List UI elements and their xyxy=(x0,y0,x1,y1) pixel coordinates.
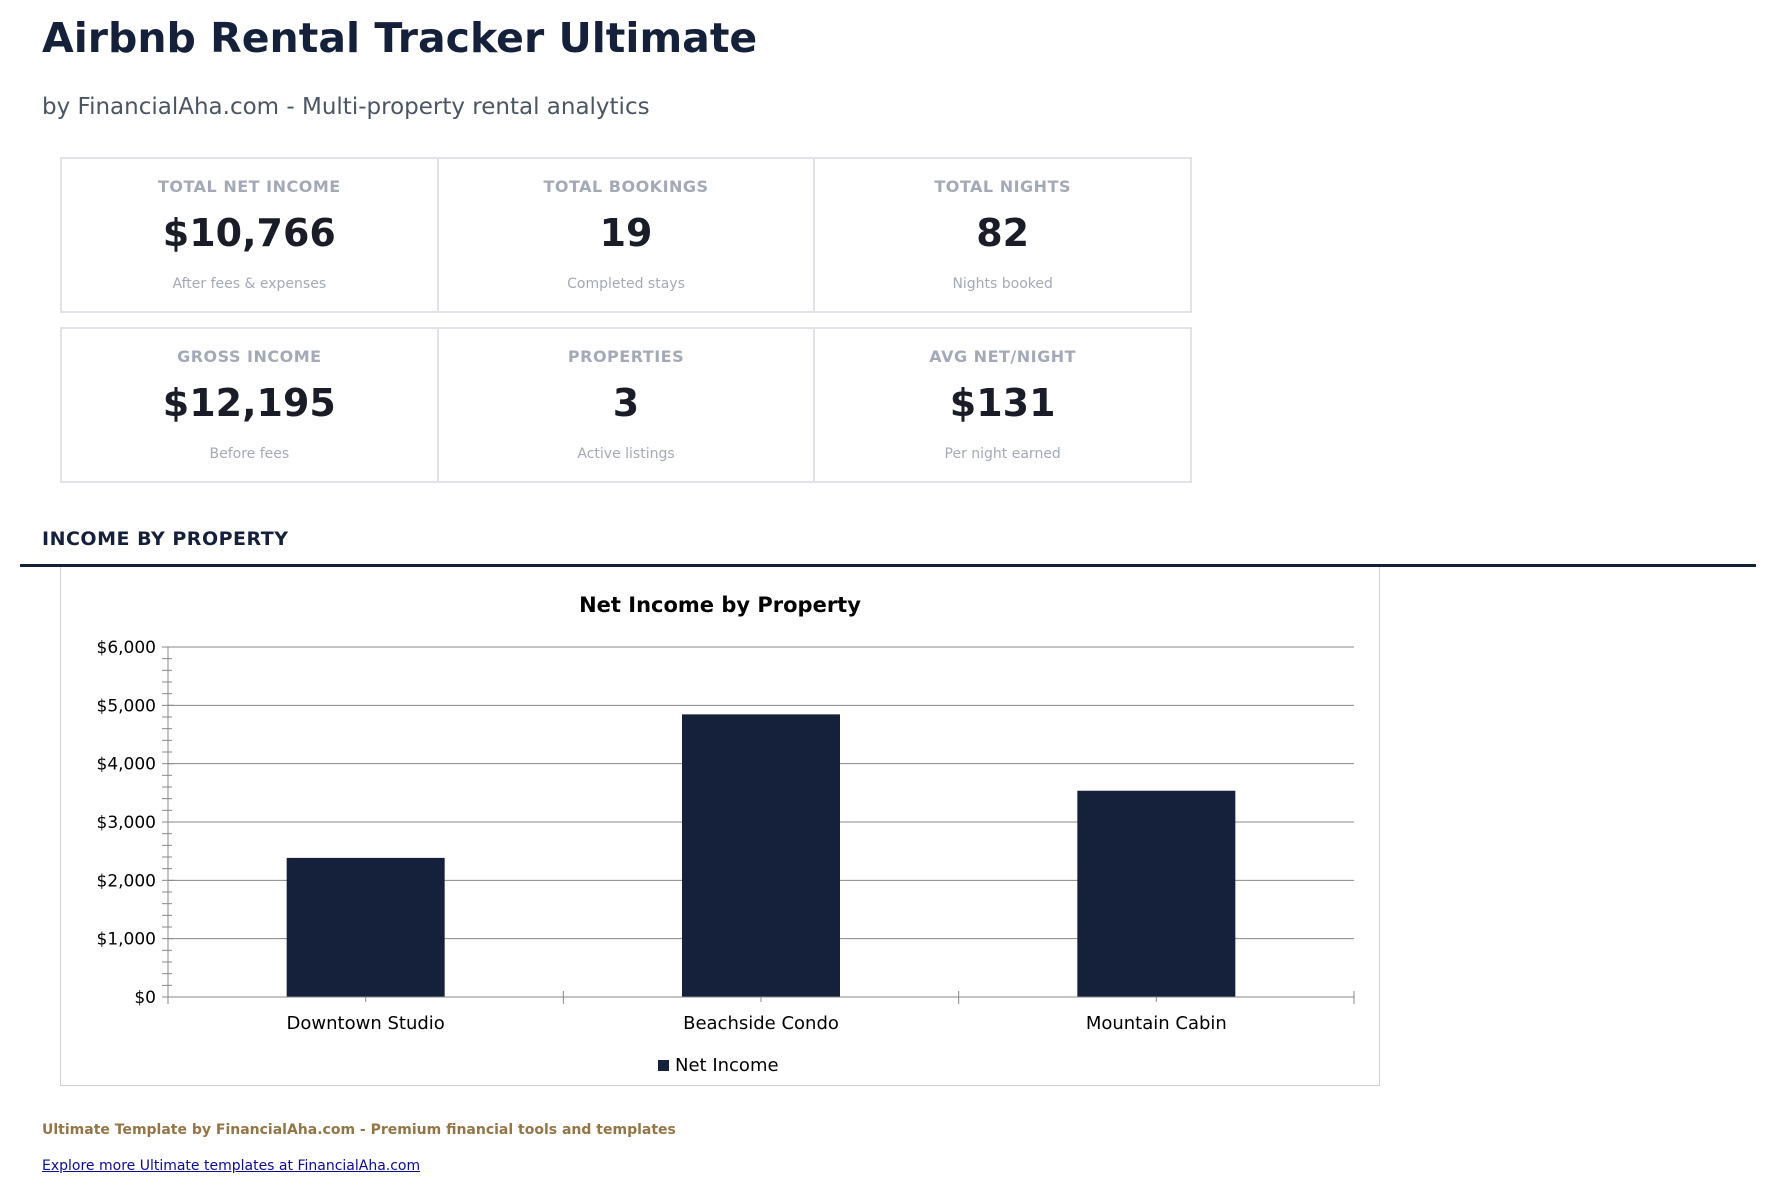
section-divider xyxy=(20,564,1756,567)
kpi-caption: Nights booked xyxy=(952,276,1053,292)
x-tick-label: Beachside Condo xyxy=(683,1013,839,1034)
bar-beachside-condo xyxy=(682,714,840,997)
chart-title: Net Income by Property xyxy=(579,593,861,617)
bar-downtown-studio xyxy=(286,857,445,997)
y-tick-label: $6,000 xyxy=(97,638,156,658)
kpi-row: TOTAL NET INCOME $10,766 After fees & expe… xyxy=(60,157,1192,313)
kpi-caption: Active listings xyxy=(577,446,675,462)
kpi-label: TOTAL BOOKINGS xyxy=(543,177,709,196)
footer-text: Ultimate Template by FinancialAha.com - … xyxy=(42,1122,676,1138)
kpi-caption: Per night earned xyxy=(944,446,1061,462)
kpi-properties: PROPERTIES 3 Active listings xyxy=(439,329,816,481)
kpi-caption: After fees & expenses xyxy=(172,276,327,292)
y-tick-label: $3,000 xyxy=(97,813,156,833)
kpi-value: 3 xyxy=(612,381,640,425)
y-tick-label: $0 xyxy=(134,988,156,1008)
kpi-total-nights: TOTAL NIGHTS 82 Nights booked xyxy=(815,159,1190,311)
kpi-label: PROPERTIES xyxy=(567,347,685,366)
footer-link[interactable]: Explore more Ultimate templates at Finan… xyxy=(42,1158,421,1174)
page-title: Airbnb Rental Tracker Ultimate xyxy=(42,14,758,62)
legend-label: Net Income xyxy=(675,1055,779,1076)
x-tick-label: Mountain Cabin xyxy=(1086,1013,1227,1034)
y-tick-label: $5,000 xyxy=(97,696,156,716)
y-tick-label: $4,000 xyxy=(97,755,156,775)
kpi-label: TOTAL NIGHTS xyxy=(934,177,1071,196)
income-chart: Net Income by Property $0 $1,000 $2,000 $3,… xyxy=(60,567,1380,1086)
kpi-value: $10,766 xyxy=(162,211,336,255)
x-tick-label: Downtown Studio xyxy=(287,1013,445,1034)
kpi-value: $12,195 xyxy=(162,381,336,425)
kpi-caption: Completed stays xyxy=(567,276,685,292)
kpi-label: TOTAL NET INCOME xyxy=(157,177,341,196)
section-title: INCOME BY PROPERTY xyxy=(42,528,289,550)
y-tick-label: $1,000 xyxy=(97,930,156,950)
page-subtitle: by FinancialAha.com - Multi-property ren… xyxy=(42,94,650,120)
kpi-value: $131 xyxy=(949,381,1056,425)
kpi-value: 19 xyxy=(599,211,653,255)
kpi-label: GROSS INCOME xyxy=(177,347,322,366)
kpi-label: AVG NET/NIGHT xyxy=(929,347,1077,366)
kpi-row: GROSS INCOME $12,195 Before fees PROPERTIE… xyxy=(60,327,1192,483)
kpi-total-net-income: TOTAL NET INCOME $10,766 After fees & expe… xyxy=(62,159,439,311)
legend-swatch xyxy=(658,1060,669,1071)
kpi-gross-income: GROSS INCOME $12,195 Before fees xyxy=(62,329,439,481)
bar-chart: Net Income by Property $0 $1,000 $2,000 $3,… xyxy=(97,593,1355,1076)
bar-mountain-cabin xyxy=(1077,790,1236,997)
kpi-value: 82 xyxy=(976,211,1030,255)
kpi-avg-net-night: AVG NET/NIGHT $131 Per night earned xyxy=(815,329,1190,481)
y-tick-label: $2,000 xyxy=(97,871,156,891)
kpi-grid: TOTAL NET INCOME $10,766 After fees & expe… xyxy=(60,157,1192,497)
kpi-total-bookings: TOTAL BOOKINGS 19 Completed stays xyxy=(439,159,816,311)
kpi-caption: Before fees xyxy=(209,446,290,462)
